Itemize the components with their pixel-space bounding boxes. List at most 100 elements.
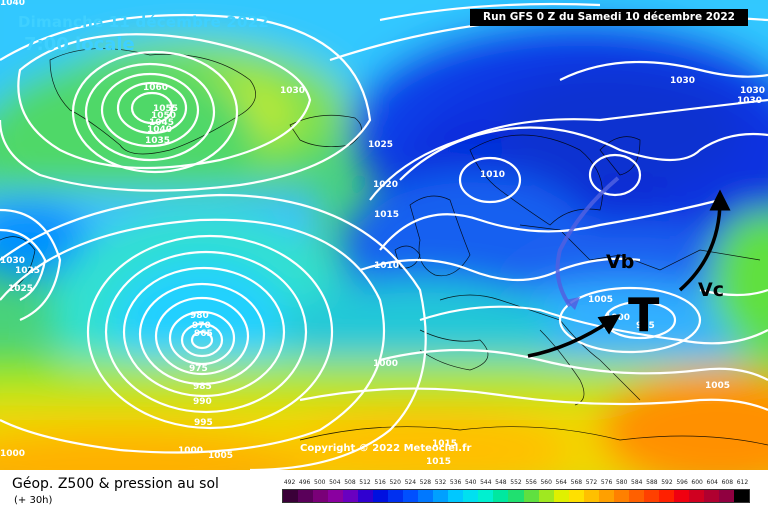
legend-swatch [523, 490, 539, 502]
legend-tick: 584 [631, 479, 643, 486]
forecast-time: 7:00 locale [24, 34, 135, 55]
pressure-label: 980 [190, 311, 209, 321]
vc-track-arrow [678, 189, 731, 292]
pressure-label: 1025 [368, 140, 393, 150]
legend-swatch [553, 490, 569, 502]
legend-tick: 568 [570, 479, 583, 486]
pressure-label: 1045 [149, 118, 174, 128]
pressure-label: 990 [193, 397, 212, 407]
legend-swatch [448, 490, 464, 502]
legend-swatch [478, 490, 494, 502]
color-scale-legend [282, 489, 750, 503]
legend-tick: 556 [525, 479, 537, 486]
legend-tick: 612 [736, 479, 749, 486]
run-banner: Run GFS 0 Z du Samedi 10 décembre 2022 [470, 9, 748, 26]
legend-swatch [313, 490, 329, 502]
legend-swatch [403, 490, 419, 502]
pressure-label: 1010 [480, 170, 505, 180]
pressure-label: 1005 [705, 381, 730, 391]
legend-swatch [658, 490, 674, 502]
legend-swatch [388, 490, 404, 502]
legend-tick: 576 [600, 479, 613, 486]
legend-tick: 504 [329, 479, 341, 486]
legend-swatch [643, 490, 659, 502]
legend-tick: 580 [615, 479, 628, 486]
legend-swatch [598, 490, 614, 502]
legend-tick: 520 [389, 479, 401, 486]
pressure-label: 1030 [280, 86, 305, 96]
pressure-label: 1030 [737, 96, 762, 106]
legend-swatch [538, 490, 554, 502]
legend-tick: 552 [510, 479, 522, 486]
legend-tick: 492 [283, 479, 296, 486]
legend-swatch [433, 490, 449, 502]
legend-tick: 536 [449, 479, 462, 486]
pressure-label: 1040 [147, 125, 172, 135]
pressure-label: 1015 [374, 210, 399, 220]
legend-tick: 588 [646, 479, 658, 486]
legend-swatch [343, 490, 359, 502]
legend-tick: 496 [298, 479, 311, 486]
legend-tick: 560 [540, 479, 552, 486]
legend-tick: 508 [344, 479, 356, 486]
legend-tick: 528 [419, 479, 432, 486]
legend-swatch [583, 490, 599, 502]
legend-tick: 592 [661, 479, 673, 486]
legend-swatch [283, 490, 299, 502]
legend-ticks: 492 496 500 504 508 512 516 520 524 528 532 536 540 5… [282, 479, 750, 488]
pressure-label: 995 [636, 321, 655, 331]
pressure-label: 1050 [151, 111, 176, 121]
legend-tick: 572 [585, 479, 598, 486]
pressure-label: 1030 [740, 86, 765, 96]
pressure-label: 975 [189, 364, 208, 374]
pressure-label: 1005 [588, 295, 613, 305]
pressure-label: 1030 [0, 256, 25, 266]
legend-tick: 532 [434, 479, 447, 486]
track-arrow [527, 314, 621, 358]
legend-swatch [298, 490, 314, 502]
legend-tick: 512 [359, 479, 371, 486]
map-subtitle: (+ 30h) [14, 495, 53, 506]
legend-swatch [463, 490, 479, 502]
legend-tick: 604 [706, 479, 718, 486]
pressure-label: 965 [194, 329, 213, 339]
pressure-label: 1040 [0, 0, 25, 8]
legend-tick: 524 [404, 479, 417, 486]
legend-swatch [493, 490, 509, 502]
pressure-label: 1020 [373, 180, 398, 190]
pressure-label: 1025 [15, 266, 40, 276]
legend-tick: 600 [691, 479, 703, 486]
legend-tick: 540 [464, 479, 477, 486]
pressure-label: 1025 [8, 284, 33, 294]
legend-tick: 596 [676, 479, 688, 486]
low-pressure-marker: T [628, 288, 660, 342]
pressure-label: 1005 [208, 451, 233, 461]
legend-swatch [508, 490, 524, 502]
pressure-label: 1010 [374, 261, 399, 271]
legend-swatch [568, 490, 584, 502]
legend-tick: 564 [555, 479, 567, 486]
legend-swatch [688, 490, 704, 502]
legend-tick: 516 [374, 479, 386, 486]
legend-swatch [703, 490, 719, 502]
legend-swatch [733, 490, 749, 502]
pressure-label: 970 [192, 321, 211, 331]
map-title: Géop. Z500 & pression au sol [12, 476, 219, 492]
vb-track-arrow [555, 176, 620, 308]
legend-tick: 548 [495, 479, 507, 486]
legend-swatch [718, 490, 734, 502]
forecast-date: Dimanche 11 décembre 2022 [18, 13, 269, 31]
weather-map: 1060 1055 1050 1045 1040 1035 1030 1030 … [0, 0, 768, 470]
pressure-labels: 1060 1055 1050 1045 1040 1035 1030 1030 … [0, 0, 765, 467]
legend-tick: 500 [314, 479, 326, 486]
pressure-label: 1000 [0, 449, 25, 459]
pressure-label: 1055 [153, 104, 178, 114]
pressure-label: 985 [193, 382, 212, 392]
pressure-label: 1000 [178, 446, 203, 456]
footer: Géop. Z500 & pression au sol (+ 30h) 492… [0, 470, 768, 512]
pressure-label: 1015 [426, 457, 451, 467]
pressure-label: 1000 [373, 359, 398, 369]
legend-swatch [613, 490, 629, 502]
pressure-label: 1035 [145, 136, 170, 146]
vb-label: Vb [606, 251, 634, 273]
